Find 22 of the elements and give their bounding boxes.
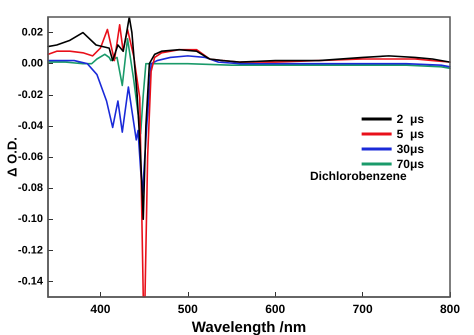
legend-label: 2 μs [396, 112, 424, 126]
x-tick-label: 700 [352, 302, 373, 316]
legend-label: 5 μs [396, 127, 424, 141]
x-tick-label: 800 [440, 302, 460, 316]
x-axis-title: Wavelength /nm [192, 318, 306, 335]
y-tick-label: -0.04 [18, 120, 44, 132]
line-series [47, 16, 451, 220]
y-axis-title: Δ O.D. [4, 137, 20, 177]
y-tick-label: -0.14 [18, 275, 44, 288]
x-tick-label: 400 [90, 302, 111, 316]
annotation: Dichlorobenzene [310, 169, 408, 183]
y-tick-label: -0.10 [18, 213, 43, 226]
y-tick-label: -0.12 [18, 244, 43, 256]
x-tick-label: 600 [265, 302, 286, 316]
y-tick-label: -0.02 [18, 88, 43, 101]
x-tick-label: 500 [178, 302, 198, 316]
legend-label: 30μs [396, 142, 424, 156]
legend-label: 70μs [396, 157, 424, 171]
y-tick-label: 0.00 [22, 58, 43, 70]
y-tick-label: -0.08 [18, 182, 43, 194]
y-tick-label: -0.06 [18, 151, 43, 163]
y-tick-label: 0.02 [22, 26, 43, 39]
